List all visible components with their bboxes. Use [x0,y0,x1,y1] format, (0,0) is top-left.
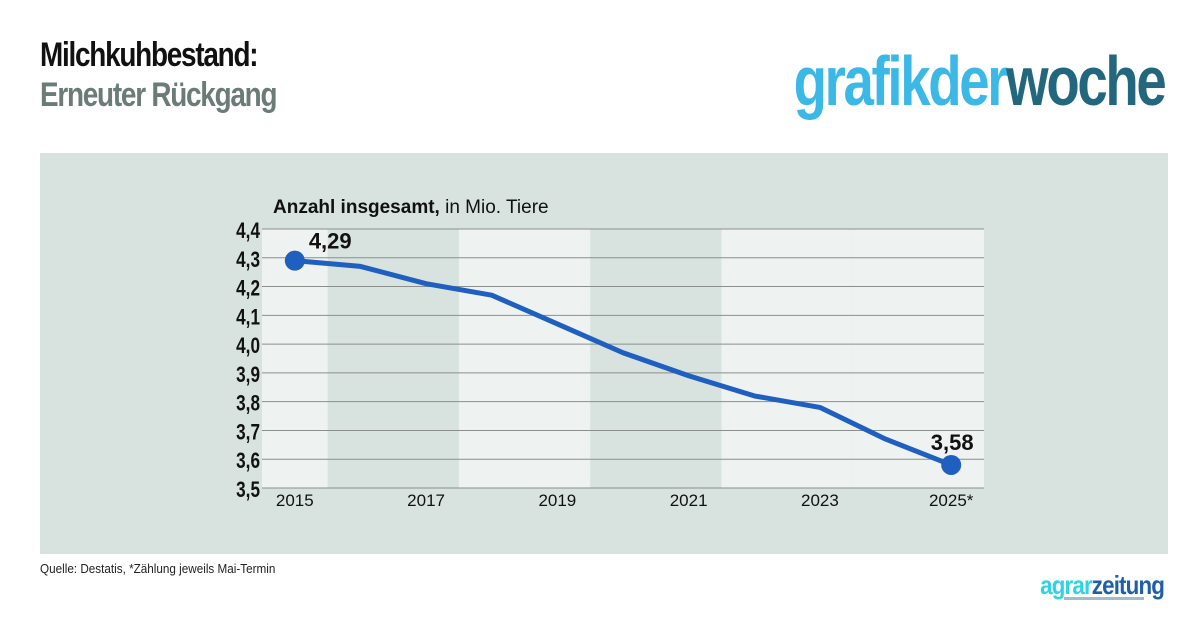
y-tick-label: 4,4 [236,219,260,244]
data-point-marker [284,250,305,271]
y-tick-label: 4,1 [236,305,260,330]
chart-series [292,258,954,468]
y-tick-label: 4,3 [236,248,260,273]
y-axis-tick-labels: 3,5 3,6 3,7 3,8 3,9 4,0 4,1 4,2 4,3 4,4 [236,219,260,503]
x-tick-label: 2023 [801,491,839,510]
brand-logo: grafikderwoche [793,46,1166,116]
y-tick-label: 4,2 [236,277,260,302]
chart-gridlines [262,228,984,489]
chart-bands [262,229,984,488]
brand-logo-part2: woche [1005,42,1167,120]
source-note: Quelle: Destatis, *Zählung jeweils Mai-T… [40,561,276,576]
x-axis-tick-labels: 2015 2017 2019 2021 2023 2025* [276,491,974,510]
agrarzeitung-logo-part2: zeitung [1091,570,1165,600]
y-tick-label: 3,6 [236,449,260,474]
chart-band [262,229,328,488]
x-tick-label: 2015 [276,491,314,510]
x-tick-label: 2017 [407,491,445,510]
agrarzeitung-logo-underline [1064,597,1144,600]
y-tick-label: 3,7 [236,420,260,445]
agrarzeitung-logo-part1: agrar [1040,570,1093,600]
data-label: 4,29 [309,229,352,254]
brand-logo-part1: grafikder [793,42,1008,120]
y-tick-label: 3,8 [236,392,260,417]
chart-band [721,229,853,488]
series-line [292,258,954,468]
data-label: 3,58 [931,430,974,455]
chart-band [852,229,984,488]
x-tick-label: 2025* [929,491,974,510]
chart-axis-title-bold: Anzahl insgesamt, [273,197,440,218]
chart-annotations: 4,29 3,58 [284,229,974,475]
chart-subtitle: Erneuter Rückgang [40,76,277,114]
y-tick-label: 3,5 [236,478,260,503]
chart-axis-title-unit: in Mio. Tiere [440,197,549,218]
chart-band [458,229,591,488]
x-tick-label: 2019 [538,491,576,510]
chart-title: Milchkuhbestand: [40,36,259,74]
y-tick-label: 3,9 [236,363,260,388]
y-tick-label: 4,0 [236,334,260,359]
data-point-marker [941,454,962,475]
chart-axis-title: Anzahl insgesamt, in Mio. Tiere [273,197,549,218]
agrarzeitung-logo: agrarzeitung [1040,570,1165,600]
x-tick-label: 2021 [670,491,708,510]
